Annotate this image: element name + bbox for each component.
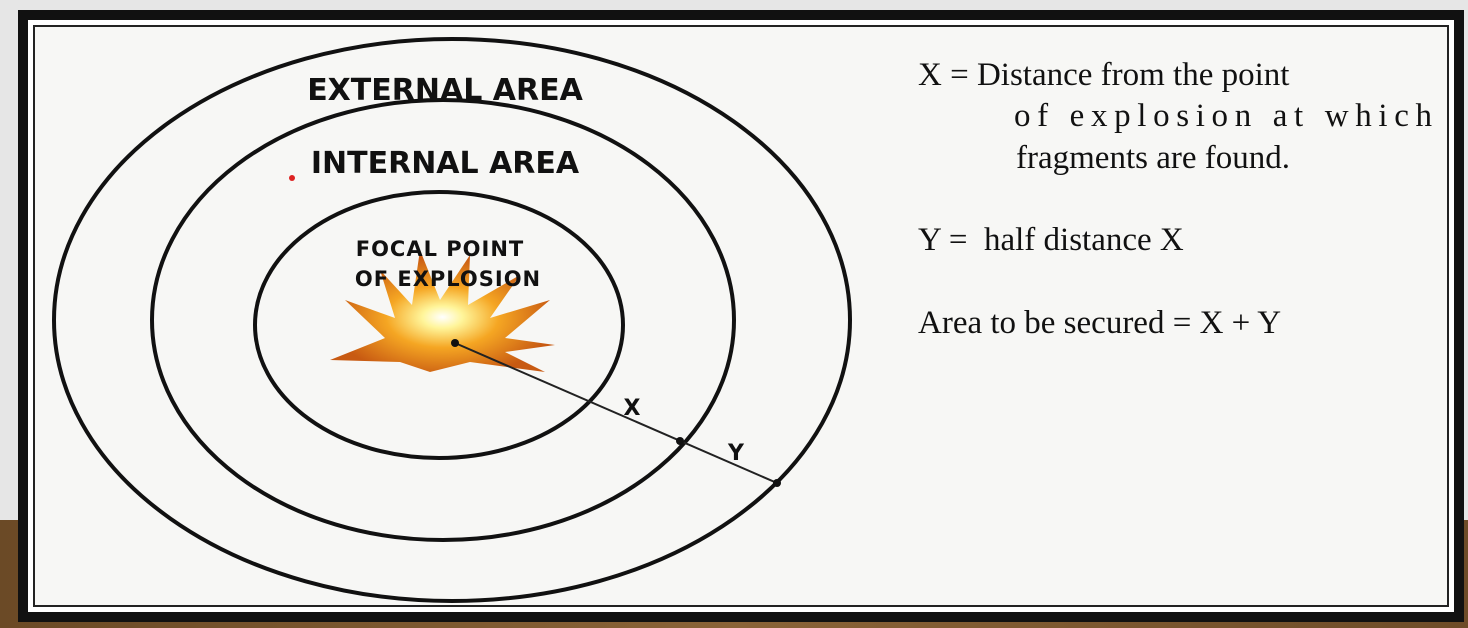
legend-line: Area to be secured = X + Y <box>918 305 1281 341</box>
y-label: Y <box>727 441 745 466</box>
internal-label: INTERNAL AREA <box>311 146 580 181</box>
diagram: EXTERNAL AREA INTERNAL AREA FOCAL POINT … <box>0 0 1468 628</box>
focal-label: OF EXPLOSION <box>355 267 541 291</box>
x-label: X <box>624 396 641 421</box>
origin-point <box>451 339 459 347</box>
focal-label: FOCAL POINT <box>356 237 525 261</box>
legend-line: fragments are found. <box>1016 140 1290 176</box>
y-point <box>773 479 781 487</box>
external-label: EXTERNAL AREA <box>307 73 583 108</box>
legend-line: Y = half distance X <box>918 222 1184 258</box>
x-point <box>676 437 684 445</box>
page: EXTERNAL AREA INTERNAL AREA FOCAL POINT … <box>0 0 1468 628</box>
legend-line: of explosion at which <box>1014 98 1433 134</box>
dot <box>289 175 295 181</box>
legend-line: X = Distance from the point <box>918 57 1289 93</box>
